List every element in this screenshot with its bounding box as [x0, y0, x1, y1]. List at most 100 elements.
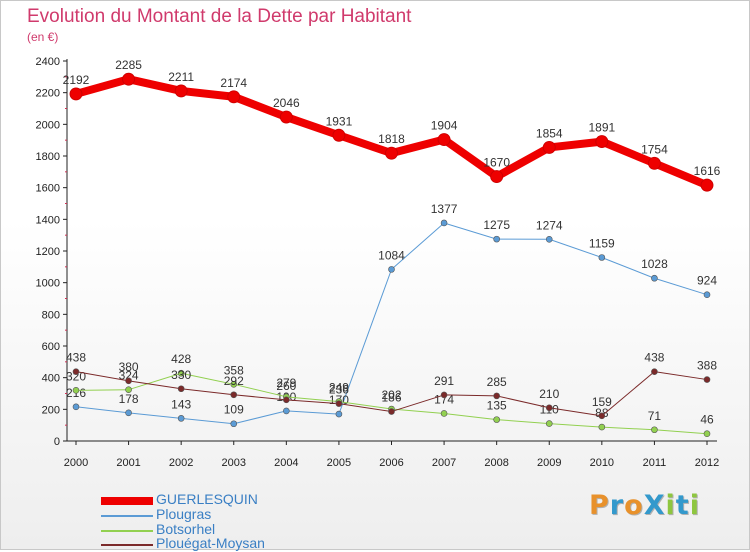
data-point [545, 404, 553, 412]
y-tick-label: 600 [42, 341, 60, 353]
data-point [125, 409, 132, 417]
data-label: 174 [434, 392, 454, 406]
data-label: 1854 [536, 126, 563, 140]
legend-swatch [101, 497, 153, 505]
data-label: 438 [66, 351, 86, 365]
data-point [125, 386, 132, 394]
series-plouégat-moysan: 438 380 330 292 260 236 186 291 285 210 159 438 388 [66, 351, 717, 420]
x-tick-label: 2002 [169, 457, 193, 469]
logo-letter: i [689, 490, 700, 521]
data-label: 291 [434, 374, 454, 388]
data-point [700, 178, 714, 192]
data-label: 71 [648, 409, 662, 423]
x-tick-label: 2012 [695, 457, 719, 469]
data-point [335, 410, 343, 418]
data-point [651, 274, 658, 282]
data-point [493, 416, 500, 423]
logo-letter: X [643, 490, 666, 521]
data-point [122, 72, 136, 86]
chart-unit-label: (en €) [27, 30, 59, 44]
data-label: 330 [171, 368, 191, 382]
data-label: 1159 [589, 236, 615, 250]
x-tick-label: 2006 [379, 457, 403, 469]
data-point [230, 381, 238, 388]
data-label: 186 [381, 391, 401, 405]
x-tick-label: 2003 [222, 457, 246, 469]
data-label: 292 [224, 374, 244, 388]
data-label: 388 [697, 359, 717, 373]
data-point [385, 146, 398, 160]
y-tick-label: 200 [42, 404, 60, 416]
data-label: 279 [276, 376, 296, 390]
y-tick-label: 1800 [36, 151, 60, 163]
legend-label: GUERLESQUIN [156, 491, 258, 507]
data-point [651, 426, 658, 434]
logo-letter: o [624, 490, 644, 521]
x-tick-label: 2001 [116, 457, 140, 469]
y-tick-label: 1200 [36, 246, 60, 258]
y-tick-label: 2000 [36, 119, 60, 131]
data-label: 1891 [588, 121, 615, 135]
data-label: 924 [697, 274, 717, 288]
series-guerlesquin: 2192 2285 2211 2174 2046 1931 1818 1904 1670 1854… [63, 58, 721, 192]
data-label: 236 [329, 383, 349, 397]
data-label: 210 [539, 387, 559, 401]
data-point [177, 385, 185, 393]
data-point [598, 254, 606, 261]
data-label: 380 [119, 360, 139, 374]
logo-letter: t [675, 490, 690, 521]
data-point [177, 415, 185, 422]
y-tick-label: 0 [54, 436, 60, 448]
data-point [545, 235, 553, 243]
data-point [230, 420, 238, 428]
data-label: 260 [276, 379, 296, 393]
data-point [493, 392, 500, 400]
data-label: 143 [171, 397, 191, 411]
data-point [174, 84, 188, 98]
y-tick-label: 1000 [36, 278, 60, 290]
x-tick-label: 2009 [537, 457, 561, 469]
data-point [703, 430, 711, 438]
data-label: 159 [592, 395, 612, 409]
legend-label: Plouégat-Moysan [156, 535, 265, 551]
data-label: 2211 [168, 70, 194, 84]
data-point [227, 90, 241, 104]
data-label: 178 [119, 392, 139, 406]
logo-letter: P [589, 490, 610, 521]
proxiti-logo: ProXiti [589, 490, 700, 521]
data-label: 1931 [326, 114, 353, 128]
data-label: 1818 [378, 132, 405, 146]
x-tick-label: 2010 [590, 457, 614, 469]
data-point [230, 391, 238, 399]
data-point [545, 420, 553, 427]
series-botsorhel: 320324428358279249202174135110887146 [66, 352, 714, 438]
data-point [437, 133, 451, 146]
legend-swatch [101, 544, 153, 546]
y-tick-label: 2400 [36, 56, 60, 68]
data-label: 1616 [694, 164, 721, 178]
data-point [335, 400, 343, 407]
legend-label: Plougras [156, 506, 212, 522]
data-label: 46 [700, 413, 714, 427]
data-point [703, 376, 711, 383]
data-point [72, 368, 80, 375]
data-point [125, 377, 132, 385]
data-label: 1275 [483, 218, 510, 232]
x-tick-label: 2007 [432, 457, 456, 469]
data-point [598, 412, 606, 420]
data-point [703, 291, 711, 299]
data-label: 1084 [378, 248, 405, 262]
data-point [598, 423, 606, 431]
data-label: 1754 [641, 142, 668, 156]
data-label: 2046 [273, 96, 300, 110]
data-label: 358 [224, 363, 244, 377]
data-point [440, 391, 448, 399]
x-tick-label: 2005 [327, 457, 351, 469]
legend-label: Botsorhel [156, 521, 216, 537]
data-label: 2192 [63, 73, 90, 87]
y-tick-label: 800 [42, 309, 60, 321]
data-point [542, 140, 556, 154]
x-tick-label: 2004 [274, 457, 298, 469]
